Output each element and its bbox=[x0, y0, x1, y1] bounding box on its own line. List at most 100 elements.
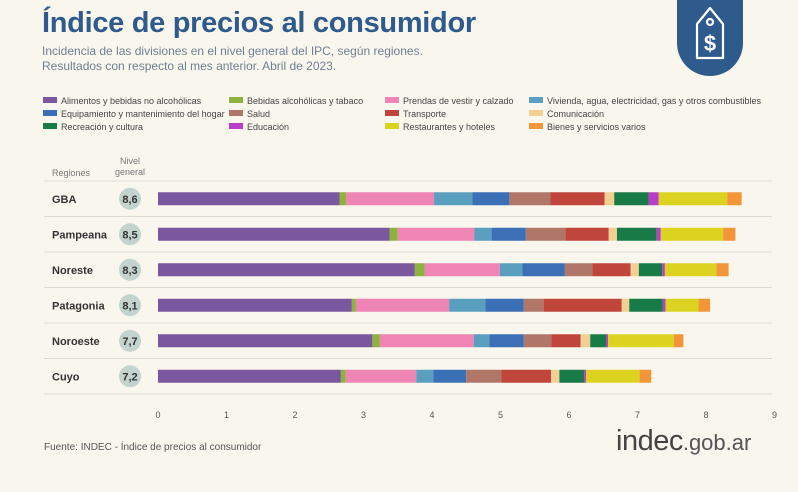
legend-swatch bbox=[43, 110, 57, 116]
bar-segment bbox=[501, 369, 552, 383]
bar-segment bbox=[158, 192, 340, 206]
bar-segment bbox=[658, 192, 728, 206]
bar-segment bbox=[665, 298, 699, 312]
legend-swatch bbox=[229, 110, 243, 116]
bar-segment bbox=[158, 298, 352, 312]
legend-item: Transporte bbox=[385, 109, 446, 120]
bar-segment bbox=[372, 334, 380, 348]
bar-segment bbox=[604, 192, 615, 206]
bar-segment bbox=[559, 369, 585, 383]
chart-legend: Alimentos y bebidas no alcohólicas Bebida… bbox=[43, 96, 763, 140]
bar-segment bbox=[673, 334, 684, 348]
bar-segment bbox=[424, 263, 500, 277]
price-tag-badge: $ bbox=[677, 0, 743, 76]
bar-segment bbox=[414, 263, 425, 277]
bar-segment bbox=[630, 263, 639, 277]
bar-segment bbox=[525, 227, 566, 241]
bar-segment bbox=[523, 334, 552, 348]
legend-swatch bbox=[529, 123, 543, 129]
bar-segment bbox=[522, 263, 565, 277]
bar-segment bbox=[605, 334, 609, 348]
bar-segment bbox=[472, 192, 510, 206]
bar-segment bbox=[485, 298, 524, 312]
bar-segment bbox=[723, 227, 736, 241]
bar-segment bbox=[474, 227, 492, 241]
subtitle-line-2: Resultados con respecto al mes anterior.… bbox=[42, 59, 337, 73]
bar-segment bbox=[660, 227, 724, 241]
legend-item: Alimentos y bebidas no alcohólicas bbox=[43, 96, 201, 107]
bar-segment bbox=[551, 369, 560, 383]
legend-item: Restaurantes y hoteles bbox=[385, 122, 495, 133]
legend-swatch bbox=[229, 123, 243, 129]
legend-label: Transporte bbox=[403, 109, 447, 119]
bar-segment bbox=[586, 369, 640, 383]
x-tick-label: 6 bbox=[566, 410, 571, 420]
bar-segment bbox=[614, 192, 649, 206]
brand-main: indec bbox=[616, 425, 683, 457]
legend-label: Bebidas alcohólicas y tabaco bbox=[247, 96, 364, 106]
level-value: 8,3 bbox=[122, 265, 137, 277]
legend-label: Equipamiento y mantenimiento del hogar bbox=[61, 109, 225, 119]
source-note: Fuente: INDEC - Índice de precios al con… bbox=[44, 442, 262, 453]
bar-segment bbox=[662, 298, 666, 312]
x-tick-label: 5 bbox=[498, 410, 503, 420]
bar-segment bbox=[716, 263, 729, 277]
bar-segment bbox=[662, 263, 665, 277]
legend-item: Bienes y servicios varios bbox=[529, 122, 646, 133]
level-value: 8,1 bbox=[122, 300, 137, 312]
subtitle-line-1: Incidencia de las divisiones en el nivel… bbox=[42, 44, 423, 58]
legend-item: Prendas de vestir y calzado bbox=[385, 96, 514, 107]
bar-segment bbox=[351, 298, 356, 312]
legend-item: Vivienda, agua, electricidad, gas y otro… bbox=[529, 96, 761, 107]
legend-label: Salud bbox=[247, 109, 271, 119]
bar-segment bbox=[433, 369, 467, 383]
bar-segment bbox=[664, 263, 717, 277]
legend-swatch bbox=[385, 97, 399, 103]
region-label: Pampeana bbox=[52, 229, 108, 241]
level-value: 8,5 bbox=[122, 229, 137, 241]
legend-label: Bienes y servicios varios bbox=[547, 122, 646, 132]
legend-item: Equipamiento y mantenimiento del hogar bbox=[43, 109, 225, 120]
region-label: Noreste bbox=[52, 265, 93, 277]
x-tick-label: 4 bbox=[429, 410, 434, 420]
bar-segment bbox=[340, 369, 346, 383]
level-header-line2: general bbox=[115, 167, 145, 177]
level-circle bbox=[119, 223, 141, 246]
bar-segment bbox=[727, 192, 742, 206]
level-header-line1: Nivel bbox=[120, 156, 140, 166]
region-label: GBA bbox=[52, 194, 77, 206]
row-header: Regiones bbox=[52, 168, 91, 178]
brand-domain: .gob.ar bbox=[682, 430, 752, 455]
legend-swatch bbox=[385, 110, 399, 116]
legend-label: Restaurantes y hoteles bbox=[403, 122, 496, 132]
level-value: 8,6 bbox=[122, 194, 137, 206]
level-value: 7,7 bbox=[122, 336, 137, 348]
bar-segment bbox=[491, 227, 526, 241]
legend-swatch bbox=[43, 97, 57, 103]
x-tick-label: 9 bbox=[772, 410, 777, 420]
x-tick-label: 3 bbox=[361, 410, 366, 420]
bar-segment bbox=[158, 263, 415, 277]
x-tick-label: 8 bbox=[703, 410, 708, 420]
level-circle bbox=[119, 258, 141, 281]
bar-segment bbox=[379, 334, 474, 348]
legend-swatch bbox=[385, 123, 399, 129]
svg-text:$: $ bbox=[704, 31, 716, 56]
x-tick-label: 2 bbox=[292, 410, 297, 420]
bar-segment bbox=[543, 298, 622, 312]
bar-segment bbox=[489, 334, 524, 348]
bar-segment bbox=[638, 263, 663, 277]
bar-segment bbox=[397, 227, 475, 241]
x-tick-label: 7 bbox=[635, 410, 640, 420]
legend-label: Comunicación bbox=[547, 109, 605, 119]
bar-segment bbox=[565, 227, 609, 241]
bar-segment bbox=[592, 263, 631, 277]
level-value: 7,2 bbox=[122, 371, 137, 383]
level-circle bbox=[119, 365, 141, 388]
page-title: Índice de precios al consumidor bbox=[42, 7, 476, 39]
x-tick-label: 0 bbox=[155, 410, 160, 420]
bar-segment bbox=[523, 298, 544, 312]
bar-segment bbox=[416, 369, 434, 383]
legend-swatch bbox=[529, 97, 543, 103]
bar-segment bbox=[434, 192, 473, 206]
